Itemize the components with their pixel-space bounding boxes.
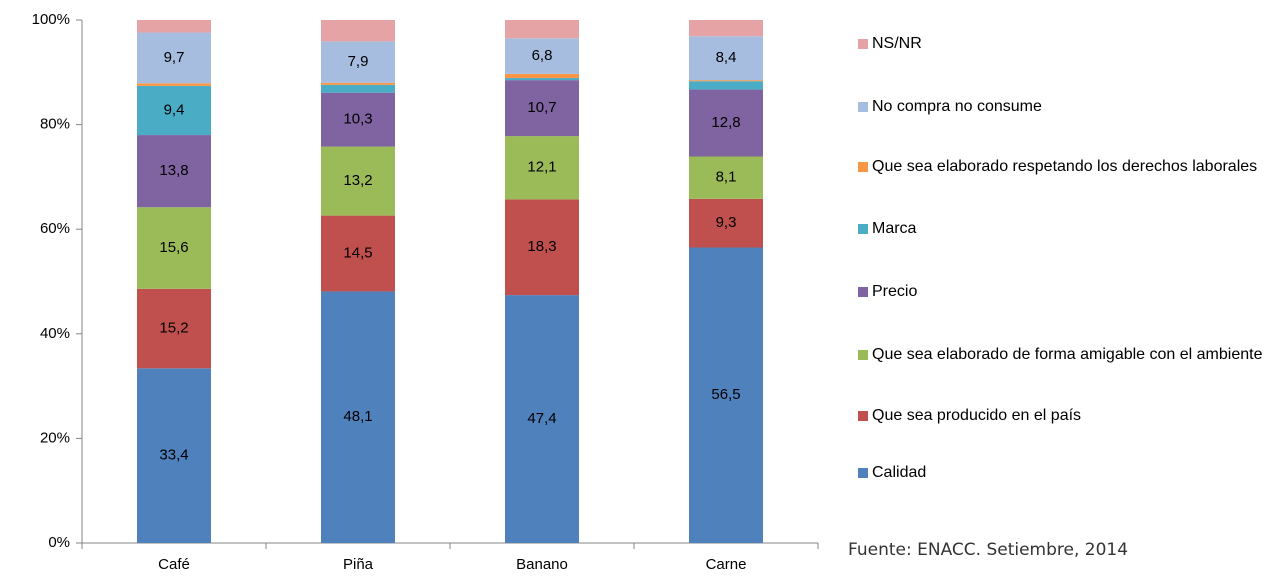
- data-label: 15,2: [159, 320, 188, 337]
- legend-item: Calidad: [872, 464, 927, 481]
- bar-segment: [689, 156, 763, 199]
- bar-segment: [321, 146, 395, 216]
- legend-item: Que sea elaborado de forma amigable con …: [872, 346, 1263, 363]
- legend-swatch: [858, 224, 868, 234]
- legend-label: Precio: [872, 283, 918, 300]
- data-label: 13,8: [159, 162, 188, 179]
- y-tick-label: 20%: [40, 429, 70, 446]
- bar-segment: [689, 81, 763, 90]
- bar-segment: [137, 83, 211, 86]
- data-label: 13,2: [343, 172, 372, 189]
- x-tick-label: Banano: [516, 556, 568, 573]
- bar-segment: [321, 92, 395, 147]
- bar-segment: [689, 36, 763, 81]
- data-label: 12,8: [711, 114, 740, 131]
- data-label: 12,1: [527, 159, 556, 176]
- legend-item: No compra no consume: [872, 98, 1042, 115]
- bar-segment: [689, 89, 763, 157]
- legend-item: NS/NR: [872, 35, 922, 52]
- x-tick-label: Piña: [343, 556, 374, 573]
- data-label: 10,3: [343, 111, 372, 128]
- data-label: 18,3: [527, 238, 556, 255]
- bar-segment: [689, 247, 763, 543]
- data-label: 47,4: [527, 410, 556, 427]
- bar-segment: [321, 82, 395, 85]
- bar-segment: [137, 207, 211, 289]
- data-label: 9,4: [164, 101, 185, 118]
- data-label: 8,1: [716, 169, 737, 186]
- bar-segment: [137, 288, 211, 369]
- bar-segment: [321, 291, 395, 543]
- bar-segment: [321, 20, 395, 42]
- data-label: 6,8: [532, 47, 553, 64]
- data-label: 33,4: [159, 447, 188, 464]
- legend-swatch: [858, 162, 868, 172]
- legend-label: Marca: [872, 220, 917, 237]
- legend-item: Precio: [872, 283, 918, 300]
- y-tick-label: 60%: [40, 220, 70, 237]
- legend-swatch: [858, 411, 868, 421]
- data-label: 8,4: [716, 49, 737, 66]
- x-tick-label: Café: [158, 556, 190, 573]
- bar-segment: [137, 32, 211, 84]
- source-note: Fuente: ENACC. Setiembre, 2014: [848, 540, 1128, 560]
- bar-segment: [505, 80, 579, 137]
- bar-segment: [505, 136, 579, 200]
- bar-segment: [137, 20, 211, 33]
- legend-swatch: [858, 468, 868, 478]
- bar-segment: [137, 135, 211, 208]
- legend-swatch: [858, 350, 868, 360]
- legend-item: Que sea producido en el país: [872, 407, 1082, 424]
- legend-swatch: [858, 287, 868, 297]
- legend-label: Que sea elaborado respetando los derecho…: [872, 158, 1258, 175]
- y-tick-label: 100%: [32, 11, 70, 28]
- data-label: 48,1: [343, 408, 372, 425]
- legend-item: Marca: [872, 220, 917, 237]
- legend-label: Que sea elaborado de forma amigable con …: [872, 346, 1263, 363]
- legend-label: Calidad: [872, 464, 927, 481]
- bar-segment: [137, 368, 211, 543]
- bar-segment: [689, 198, 763, 248]
- data-label: 10,7: [527, 99, 556, 116]
- bar-segment: [689, 80, 763, 82]
- data-label: 15,6: [159, 239, 188, 256]
- bar-segment: [505, 73, 579, 79]
- bar-segment: [505, 295, 579, 543]
- bar-segment: [505, 38, 579, 74]
- data-label: 56,5: [711, 386, 740, 403]
- bar-segment: [505, 78, 579, 81]
- y-tick-label: 40%: [40, 325, 70, 342]
- legend-label: No compra no consume: [872, 98, 1042, 115]
- x-tick-label: Carne: [706, 556, 747, 573]
- legend-label: Que sea producido en el país: [872, 407, 1082, 424]
- bar-segment: [137, 85, 211, 136]
- data-label: 9,7: [164, 49, 185, 66]
- legend-swatch: [858, 39, 868, 49]
- data-label: 9,3: [716, 214, 737, 231]
- bar-segment: [689, 20, 763, 37]
- bar-segment: [321, 41, 395, 83]
- data-label: 14,5: [343, 244, 372, 261]
- y-tick-label: 0%: [48, 534, 70, 551]
- bar-segment: [505, 20, 579, 39]
- legend-item: Que sea elaborado respetando los derecho…: [872, 158, 1258, 175]
- legend-label: NS/NR: [872, 35, 922, 52]
- data-label: 7,9: [348, 53, 369, 70]
- bar-segment: [321, 84, 395, 93]
- legend-swatch: [858, 102, 868, 112]
- bar-segment: [505, 199, 579, 296]
- bar-segment: [321, 215, 395, 292]
- y-tick-label: 80%: [40, 116, 70, 133]
